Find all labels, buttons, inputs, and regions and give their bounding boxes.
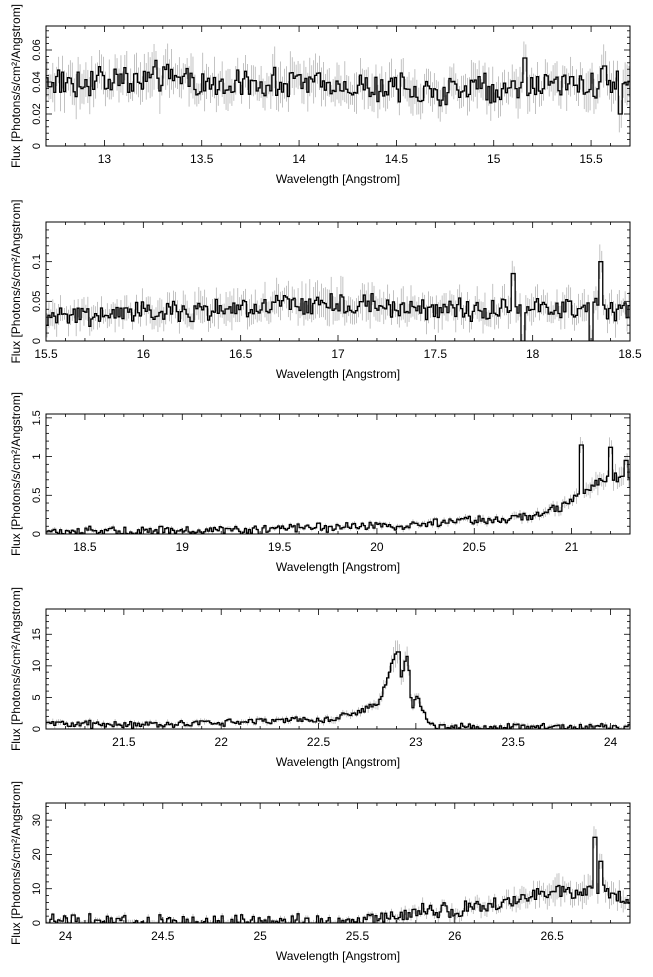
x-tick-label: 13.5	[190, 152, 214, 166]
y-tick-label: 0.5	[31, 488, 43, 503]
x-tick-label: 22.5	[307, 735, 331, 749]
chart-panel-3: 18.5 19 19.5 20 20.5 21 0 0.5 1 1.5 Wavelength [An…	[9, 392, 631, 574]
y-tick-label: 0	[31, 531, 43, 537]
x-tick-label: 14.5	[385, 152, 409, 166]
x-tick-label: 14	[292, 152, 306, 166]
x-axis-label: Wavelength [Angstrom]	[276, 367, 400, 381]
y-tick-label: 0	[31, 143, 43, 149]
x-tick-label: 15.5	[34, 347, 58, 361]
y-axis-label: Flux [Photons/s/cm²/Angstrom]	[9, 781, 23, 945]
x-tick-label: 25.5	[346, 929, 370, 943]
plot-frame	[45, 413, 631, 535]
data-layer	[46, 41, 630, 133]
y-tick-label: 10	[31, 660, 43, 672]
x-tick-label: 21	[565, 540, 579, 554]
x-tick-label: 24.5	[151, 929, 175, 943]
y-tick-label: 0.02	[31, 103, 43, 124]
data-layer	[46, 640, 630, 729]
x-tick-label: 16.5	[229, 347, 253, 361]
x-tick-label: 18	[526, 347, 540, 361]
data-layer	[46, 437, 630, 534]
y-axis-label: Flux [Photons/s/cm²/Angstrom]	[9, 587, 23, 751]
y-tick-label: 1	[31, 454, 43, 460]
y-tick-label: 30	[31, 814, 43, 826]
y-axis-label: Flux [Photons/s/cm²/Angstrom]	[9, 392, 23, 556]
y-tick-label: 10	[31, 883, 43, 895]
plot-frame	[45, 802, 631, 924]
plot-frame	[45, 221, 631, 342]
x-tick-label: 17.5	[424, 347, 448, 361]
y-tick-label: 0.05	[31, 291, 43, 312]
y-tick-label: 0	[31, 338, 43, 344]
x-axis-label: Wavelength [Angstrom]	[276, 755, 400, 769]
x-tick-label: 23	[409, 735, 423, 749]
x-tick-label: 24	[59, 929, 73, 943]
chart-panel-4: 21.5 22 22.5 23 23.5 24 0 5 10 15 Wavelength [Angs…	[9, 587, 631, 769]
x-tick-label: 13	[98, 152, 112, 166]
x-tick-label: 19	[176, 540, 190, 554]
spectrum-step-line	[46, 261, 630, 341]
x-tick-label: 17	[331, 347, 345, 361]
x-tick-label: 18.5	[73, 540, 97, 554]
x-axis-label: Wavelength [Angstrom]	[276, 949, 400, 963]
x-tick-label: 19.5	[268, 540, 292, 554]
y-tick-label: 0	[31, 920, 43, 926]
x-axis-label: Wavelength [Angstrom]	[276, 172, 400, 186]
y-tick-label: 20	[31, 848, 43, 860]
x-tick-label: 21.5	[112, 735, 136, 749]
x-tick-label: 26.5	[540, 929, 564, 943]
x-tick-label: 16	[137, 347, 151, 361]
plot-frame	[45, 608, 631, 730]
x-tick-label: 18.5	[618, 347, 642, 361]
x-axis-label: Wavelength [Angstrom]	[276, 560, 400, 574]
x-tick-label: 20	[370, 540, 384, 554]
x-tick-label: 23.5	[502, 735, 526, 749]
y-tick-label: 0.1	[31, 254, 43, 269]
chart-panel-5: 24 24.5 25 25.5 26 26.5 0 10 20 30 Wavelength [Ang…	[9, 781, 631, 963]
y-axis-label: Flux [Photons/s/cm²/Angstrom]	[9, 199, 23, 363]
x-tick-label: 22	[215, 735, 229, 749]
spectrum-step-line	[46, 57, 630, 115]
x-tick-label: 15	[487, 152, 501, 166]
y-tick-label: 15	[31, 628, 43, 640]
chart-panel-1: 13 13.5 14 14.5 15 15.5 0 0.02 0.04 0.06 Wavelengt…	[9, 4, 631, 186]
x-tick-label: 26	[448, 929, 462, 943]
y-axis-label: Flux [Photons/s/cm²/Angstrom]	[9, 4, 23, 168]
x-tick-label: 25	[253, 929, 267, 943]
data-layer	[46, 244, 630, 341]
y-tick-label: 0.06	[31, 39, 43, 60]
y-tick-label: 0	[31, 726, 43, 732]
x-tick-label: 24	[604, 735, 618, 749]
chart-panel-2: 15.5 16 16.5 17 17.5 18 18.5 0 0.05 0.1 Wavelength…	[9, 199, 642, 381]
data-layer	[46, 826, 630, 923]
y-tick-label: 5	[31, 694, 43, 700]
spectrum-step-line	[46, 444, 630, 534]
x-tick-label: 15.5	[579, 152, 603, 166]
x-tick-label: 20.5	[463, 540, 487, 554]
y-tick-label: 1.5	[31, 410, 43, 425]
spectrum-step-line	[46, 651, 630, 729]
spectrum-step-line	[46, 836, 630, 923]
y-tick-label: 0.04	[31, 71, 43, 92]
